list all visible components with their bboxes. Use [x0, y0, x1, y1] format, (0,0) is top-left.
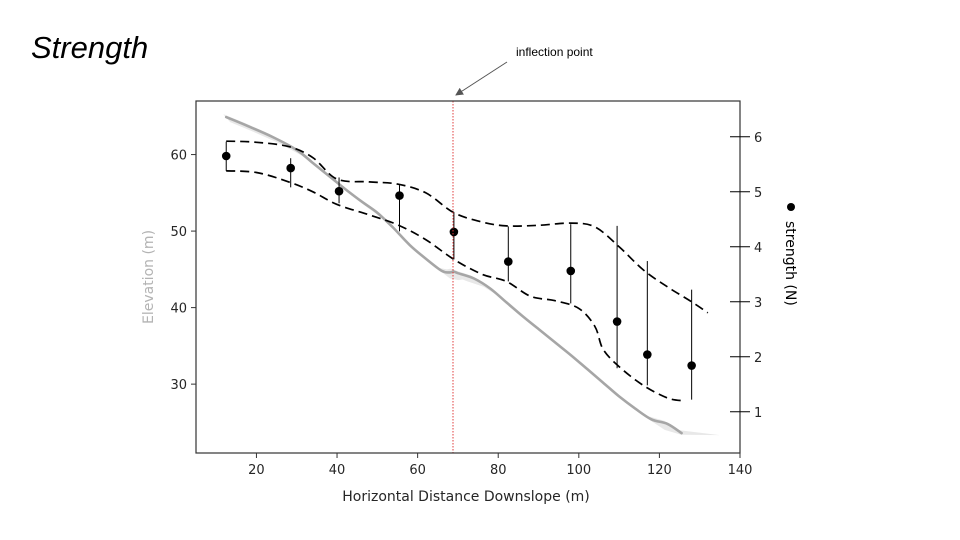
legend-marker — [787, 203, 795, 211]
x-axis-label: Horizontal Distance Downslope (m) — [342, 489, 590, 505]
left-y-tick-label: 60 — [170, 149, 187, 164]
right-y-axis-ticks: 1 2 3 4 5 6 — [730, 131, 762, 421]
annotation-label: inflection point — [516, 45, 593, 59]
strength-point — [395, 191, 404, 200]
right-y-tick-label: 5 — [754, 186, 762, 201]
strength-point — [566, 267, 575, 276]
strength-point — [286, 164, 295, 173]
right-y-tick-label: 2 — [754, 351, 762, 366]
left-y-tick-label: 30 — [170, 378, 187, 393]
right-y-axis-label: strength (N) — [782, 221, 798, 306]
right-y-tick-label: 6 — [754, 131, 762, 146]
strength-point — [450, 228, 459, 237]
profile-envelope — [223, 114, 719, 435]
strength-point — [222, 152, 231, 161]
strength-point — [504, 257, 513, 266]
strength-point — [335, 187, 344, 196]
annotation-arrow — [456, 62, 507, 95]
right-y-tick-label: 4 — [754, 241, 762, 256]
profile-envelope-layer — [223, 114, 719, 435]
strength-band-layer — [226, 141, 708, 401]
strength-point — [613, 317, 622, 326]
strength-point — [643, 350, 652, 359]
left-y-tick-label: 50 — [170, 225, 187, 240]
strength-upper-band — [226, 141, 708, 313]
right-y-tick-label: 1 — [754, 406, 762, 421]
left-y-axis-label: Elevation (m) — [141, 230, 157, 324]
left-y-tick-label: 40 — [170, 302, 187, 317]
x-tick-label: 80 — [490, 463, 507, 478]
strength-points-layer — [222, 152, 696, 370]
strength-lower-band — [226, 171, 683, 401]
strength-range-layer — [226, 142, 691, 400]
left-y-axis-ticks: 30 40 50 60 — [170, 149, 196, 394]
x-tick-label: 60 — [409, 463, 426, 478]
x-tick-label: 20 — [248, 463, 265, 478]
x-tick-label: 120 — [647, 463, 672, 478]
right-y-tick-label: 3 — [754, 296, 762, 311]
x-axis-ticks: 20 40 60 80 100 120 140 — [248, 453, 752, 478]
x-tick-label: 40 — [329, 463, 346, 478]
x-tick-label: 140 — [728, 463, 753, 478]
strength-point — [687, 361, 696, 370]
x-tick-label: 100 — [566, 463, 591, 478]
